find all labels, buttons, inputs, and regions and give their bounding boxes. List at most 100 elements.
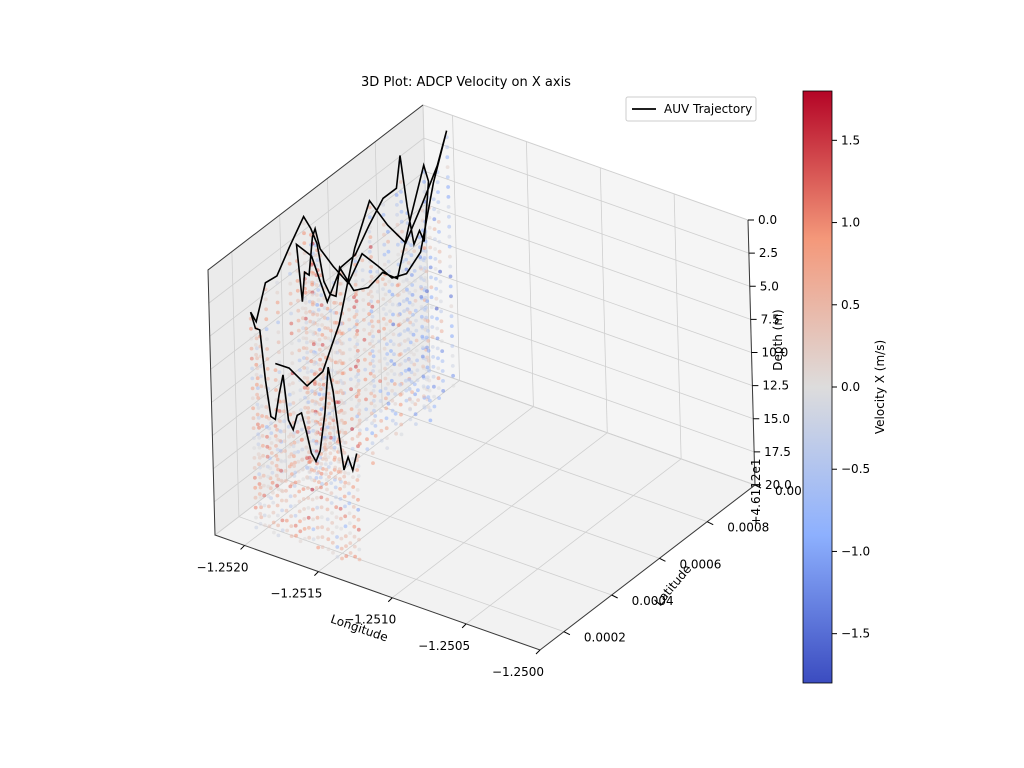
velocity-point: [315, 515, 320, 520]
velocity-point: [271, 510, 276, 515]
velocity-point: [316, 332, 320, 337]
velocity-point: [250, 366, 255, 371]
velocity-point: [383, 356, 387, 361]
velocity-point: [436, 200, 441, 205]
velocity-point: [406, 357, 411, 362]
velocity-point: [376, 299, 380, 304]
velocity-point: [288, 494, 293, 499]
velocity-point: [317, 392, 322, 397]
velocity-point: [399, 422, 404, 427]
velocity-point: [253, 485, 258, 490]
x-tick-label: −1.2505: [418, 639, 470, 653]
velocity-point: [322, 316, 327, 320]
velocity-point: [297, 489, 302, 494]
velocity-point: [438, 289, 443, 294]
velocity-point: [305, 360, 310, 365]
velocity-point: [295, 269, 300, 273]
velocity-point: [326, 465, 331, 469]
velocity-point: [293, 480, 298, 485]
velocity-point: [407, 397, 412, 402]
velocity-point: [311, 537, 316, 542]
velocity-point: [382, 346, 387, 351]
velocity-point: [447, 234, 452, 239]
velocity-point: [395, 222, 400, 227]
velocity-point: [258, 475, 263, 480]
velocity-point: [256, 422, 260, 427]
velocity-point: [273, 424, 278, 428]
velocity-point: [258, 502, 262, 506]
velocity-point: [333, 485, 338, 490]
velocity-point: [280, 498, 284, 503]
velocity-point: [319, 407, 324, 412]
velocity-point: [320, 525, 324, 530]
velocity-point: [257, 472, 262, 476]
z-tick-label: 15.0: [763, 412, 790, 426]
velocity-point: [370, 329, 374, 334]
velocity-point: [326, 527, 330, 532]
velocity-point: [293, 460, 297, 465]
velocity-point: [288, 271, 292, 276]
velocity-point: [370, 359, 375, 363]
velocity-point: [408, 407, 412, 412]
velocity-point: [269, 451, 274, 455]
velocity-point: [366, 292, 371, 296]
velocity-point: [316, 362, 321, 367]
velocity-point: [338, 282, 342, 286]
velocity-point: [330, 540, 335, 545]
velocity-point: [413, 298, 418, 303]
velocity-point: [311, 527, 316, 532]
velocity-point: [344, 554, 349, 558]
velocity-point: [340, 371, 345, 376]
velocity-point: [376, 309, 381, 314]
velocity-point: [346, 297, 351, 302]
velocity-point: [314, 431, 319, 436]
velocity-point: [396, 262, 401, 267]
velocity-point: [343, 480, 348, 485]
velocity-point: [267, 504, 271, 509]
velocity-point: [413, 288, 418, 293]
velocity-point: [338, 497, 343, 501]
velocity-point: [277, 409, 282, 413]
velocity-point: [351, 475, 355, 479]
velocity-point: [328, 416, 333, 420]
y-tick-mark: [706, 521, 714, 526]
velocity-point: [304, 330, 309, 335]
velocity-point: [353, 335, 357, 339]
velocity-point: [411, 332, 416, 337]
velocity-point: [422, 246, 427, 251]
velocity-point: [257, 425, 261, 430]
velocity-point: [296, 459, 301, 464]
velocity-point: [315, 471, 320, 476]
velocity-point: [448, 264, 453, 269]
velocity-point: [319, 293, 324, 298]
velocity-point: [249, 346, 254, 351]
velocity-point: [381, 297, 386, 301]
velocity-point: [390, 302, 395, 307]
velocity-point: [249, 356, 254, 361]
velocity-point: [386, 381, 390, 386]
velocity-point: [274, 473, 279, 478]
velocity-point: [251, 406, 256, 411]
velocity-point: [304, 446, 309, 451]
velocity-point: [274, 454, 279, 458]
velocity-point: [378, 389, 383, 393]
velocity-point: [348, 357, 353, 362]
velocity-point: [433, 237, 437, 242]
velocity-point: [336, 400, 341, 405]
velocity-point: [300, 427, 304, 432]
velocity-point: [364, 427, 369, 432]
velocity-point: [396, 313, 401, 318]
velocity-point: [432, 394, 436, 399]
velocity-point: [383, 366, 387, 371]
velocity-point: [396, 303, 400, 308]
velocity-point: [366, 302, 371, 306]
velocity-point: [386, 249, 391, 254]
velocity-point: [413, 402, 418, 407]
velocity-point: [299, 408, 303, 412]
velocity-point: [432, 207, 436, 212]
velocity-point: [376, 319, 381, 324]
velocity-point: [328, 441, 332, 446]
velocity-point: [343, 524, 348, 529]
axes-edges: [207, 104, 756, 651]
velocity-point: [316, 288, 321, 292]
